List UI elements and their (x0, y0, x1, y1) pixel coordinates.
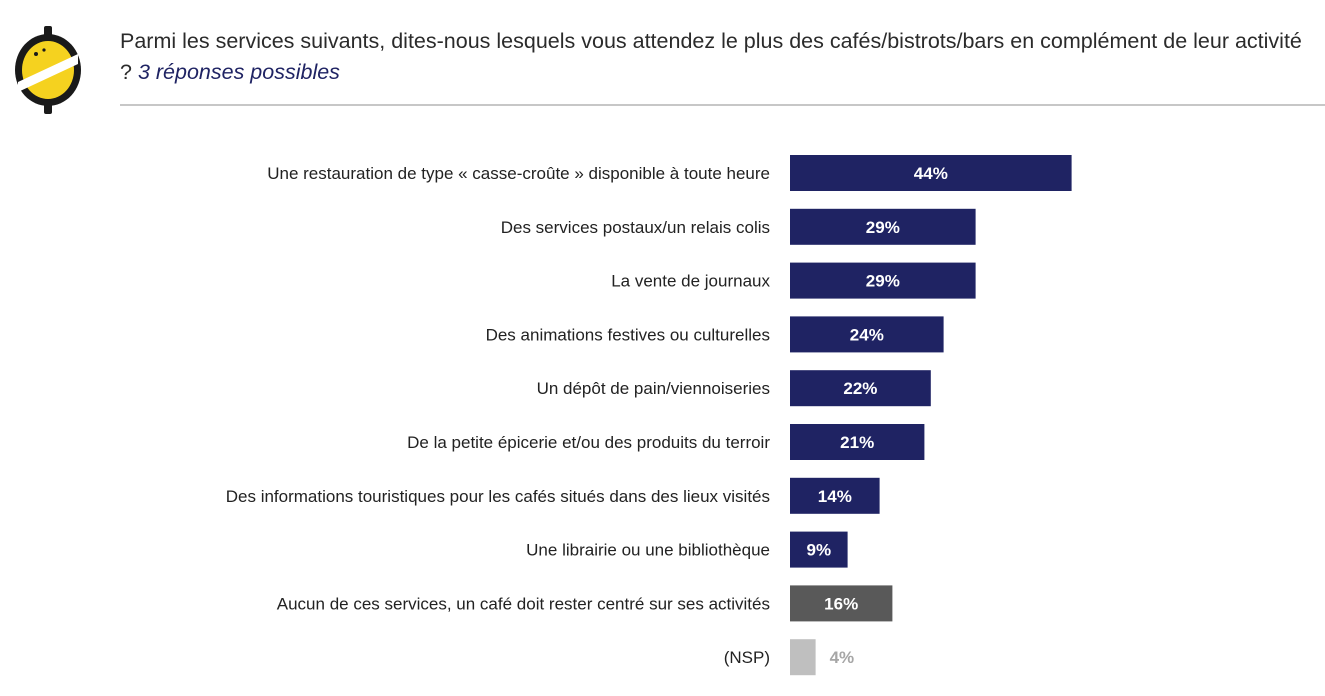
category-label: Des informations touristiques pour les c… (226, 487, 770, 506)
value-label: 29% (866, 218, 900, 237)
value-label: 9% (807, 541, 832, 560)
bar (790, 155, 1072, 191)
category-label: La vente de journaux (611, 272, 770, 291)
bar (790, 531, 848, 568)
bar (790, 370, 931, 407)
bar (790, 424, 925, 460)
category-label: Une librairie ou une bibliothèque (526, 541, 770, 560)
category-label: Aucun de ces services, un café doit rest… (277, 594, 770, 613)
bar (790, 585, 893, 622)
bar (790, 262, 976, 299)
title-divider (120, 104, 1325, 106)
category-label: Des animations festives ou culturelles (486, 325, 770, 344)
value-label: 29% (866, 272, 900, 291)
value-label: 14% (818, 487, 852, 506)
chart-title-main: Parmi les services suivants, dites-nous … (120, 29, 1302, 84)
value-label: 4% (830, 648, 855, 667)
chart-title-note: 3 réponses possibles (137, 60, 340, 84)
value-label: 44% (914, 164, 948, 183)
bar (790, 639, 816, 676)
value-label: 24% (850, 325, 884, 344)
category-label: Un dépôt de pain/viennoiseries (537, 379, 770, 398)
category-label: De la petite épicerie et/ou des produits… (407, 433, 770, 452)
category-label: Des services postaux/un relais colis (501, 218, 770, 237)
value-label: 21% (840, 433, 874, 452)
value-label: 22% (843, 379, 877, 398)
bar (790, 208, 976, 245)
bar (790, 477, 880, 514)
value-label: 16% (824, 594, 858, 613)
category-label: (NSP) (724, 648, 770, 667)
chart-title: Parmi les services suivants, dites-nous … (120, 26, 1315, 88)
bar (790, 316, 944, 353)
lemon-logo-icon (14, 24, 82, 116)
category-label: Une restauration de type « casse-croûte … (267, 164, 770, 183)
